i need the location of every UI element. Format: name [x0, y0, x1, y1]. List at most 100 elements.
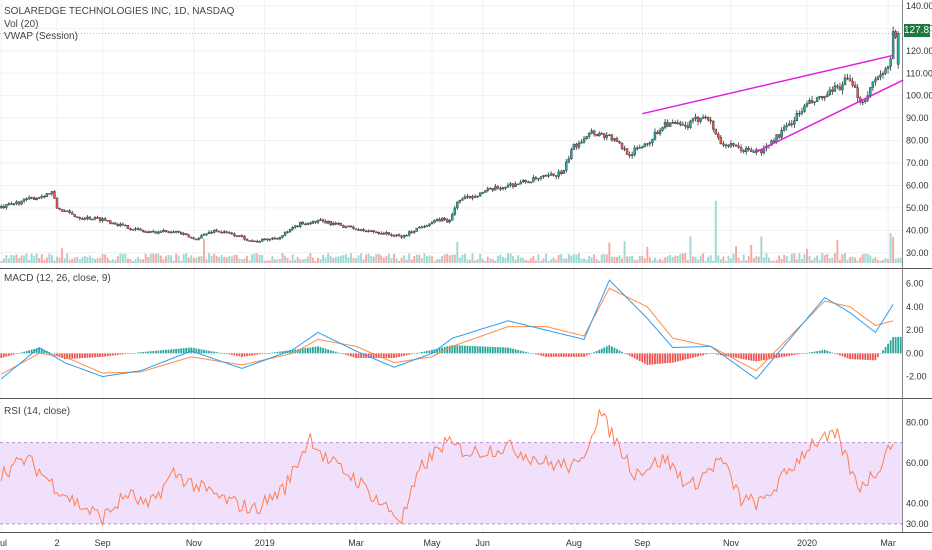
- candle-body: [853, 84, 857, 88]
- volume-bar: [410, 259, 413, 263]
- candle-body: [668, 122, 672, 127]
- candle-body: [245, 239, 249, 241]
- volume-bar: [689, 236, 692, 263]
- candle-body: [504, 187, 507, 189]
- candle-body: [352, 226, 355, 229]
- macd-histogram-bar: [524, 351, 527, 354]
- macd-histogram-bar: [507, 347, 509, 354]
- candle-body: [676, 122, 679, 124]
- macd-histogram-bar: [114, 353, 117, 356]
- volume-bar: [230, 256, 233, 263]
- candle-body: [415, 227, 419, 232]
- volume-bar: [588, 255, 591, 263]
- candle-body: [772, 140, 776, 143]
- candle-body: [314, 220, 317, 223]
- macd-line: [0, 279, 894, 380]
- candle-body: [177, 230, 180, 233]
- macd-histogram-bar: [152, 351, 155, 354]
- macd-histogram-bar: [83, 353, 86, 358]
- macd-histogram-bar: [760, 353, 763, 361]
- volume-bar: [524, 260, 527, 263]
- candle-body: [423, 225, 426, 228]
- macd-histogram-bar: [768, 353, 770, 360]
- volume-bar: [418, 254, 421, 263]
- candle-body: [729, 143, 733, 147]
- candle-body: [499, 188, 502, 190]
- candle-body: [321, 219, 325, 222]
- candle-body: [261, 238, 264, 242]
- macd-histogram-bar: [66, 353, 69, 359]
- macd-histogram-bar: [30, 349, 33, 354]
- macd-histogram-bar: [618, 350, 621, 354]
- macd-histogram-bar: [134, 352, 137, 354]
- macd-histogram-bar: [76, 353, 79, 359]
- candle-body: [233, 233, 236, 236]
- candle-body: [636, 147, 639, 150]
- volume-bar: [737, 257, 740, 263]
- macd-histogram-bar: [43, 349, 46, 354]
- candle-body: [608, 134, 611, 136]
- macd-histogram-bar: [522, 351, 525, 354]
- candle-body: [15, 201, 18, 204]
- macd-histogram-bar: [684, 353, 687, 360]
- macd-histogram-bar: [0, 353, 3, 358]
- volume-bar: [724, 260, 727, 263]
- volume-bar: [12, 255, 15, 263]
- macd-histogram-bar: [420, 352, 423, 354]
- macd-histogram-bar: [649, 353, 651, 365]
- macd-histogram-bar: [274, 352, 276, 354]
- macd-histogram-bar: [790, 353, 793, 356]
- macd-histogram-bar: [139, 352, 142, 354]
- candle-body: [889, 58, 892, 67]
- macd-histogram-bar: [56, 353, 58, 356]
- volume-bar: [213, 253, 216, 263]
- candle-body: [58, 208, 61, 210]
- macd-histogram-bar: [160, 350, 162, 354]
- macd-histogram-bar: [398, 353, 400, 357]
- macd-histogram-bar: [555, 353, 558, 357]
- candle-body: [192, 237, 196, 240]
- volume-bar: [773, 260, 776, 263]
- candle-body: [810, 100, 814, 103]
- candle-body: [891, 31, 895, 60]
- candle-body: [808, 100, 811, 104]
- volume-bar: [15, 254, 18, 263]
- macd-histogram-bar: [605, 346, 608, 354]
- candle-body: [88, 216, 92, 220]
- macd-histogram-bar: [28, 350, 31, 354]
- volume-bar: [111, 259, 114, 263]
- volume-bar: [438, 258, 441, 263]
- volume-bar: [623, 241, 626, 263]
- macd-histogram-bar: [481, 346, 484, 354]
- macd-histogram-bar: [119, 353, 122, 355]
- candle-body: [722, 143, 725, 146]
- macd-histogram-bar: [560, 353, 563, 357]
- candle-body: [217, 230, 221, 233]
- candle-body: [195, 238, 198, 241]
- macd-histogram-bar: [453, 345, 456, 354]
- price-axis-tick: 60.00: [906, 180, 929, 190]
- macd-histogram-bar: [509, 348, 512, 354]
- macd-histogram-bar: [714, 353, 717, 355]
- macd-histogram-bar: [545, 353, 547, 357]
- volume-bar: [172, 260, 175, 263]
- macd-histogram-bar: [198, 348, 200, 354]
- macd-histogram-bar: [236, 353, 238, 356]
- macd-histogram-bar: [172, 349, 175, 354]
- volume-bar: [504, 257, 507, 263]
- macd-histogram-bar: [132, 353, 134, 354]
- macd-histogram-bar: [793, 353, 796, 356]
- volume-bar: [585, 259, 588, 263]
- volume-bar: [859, 257, 862, 263]
- candle-body: [494, 186, 497, 191]
- candle-body: [17, 201, 21, 205]
- candle-body: [600, 133, 603, 135]
- macd-histogram-bar: [10, 353, 13, 356]
- candle-body: [266, 238, 269, 241]
- volume-bar: [405, 259, 408, 263]
- macd-histogram-bar: [476, 346, 479, 354]
- macd-histogram-bar: [841, 353, 844, 357]
- volume-bar: [869, 255, 872, 263]
- volume-bar: [702, 253, 705, 263]
